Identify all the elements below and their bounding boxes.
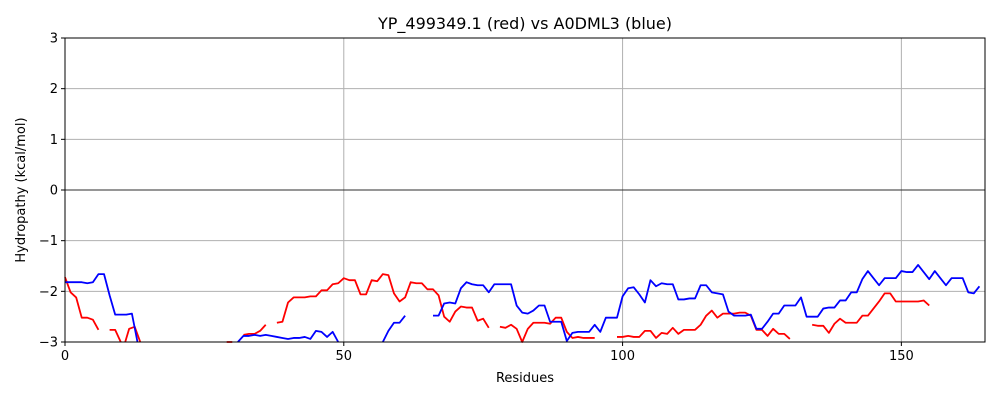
y-tick-label: 1	[50, 133, 58, 148]
x-tick-label: 100	[610, 349, 635, 364]
series-line-segment	[65, 273, 139, 343]
y-tick-label: 2	[50, 82, 58, 97]
y-axis-title: Hydropathy (kcal/mol)	[14, 117, 29, 262]
series-lines	[64, 264, 981, 343]
blue-series	[65, 264, 981, 343]
series-line-segment	[243, 324, 267, 336]
series-line-segment	[617, 309, 791, 340]
series-line-segment	[811, 292, 930, 334]
y-tick-label: 0	[50, 184, 58, 199]
series-line-segment	[433, 264, 981, 342]
series-line-segment	[237, 329, 339, 343]
x-tick-label: 50	[336, 349, 353, 364]
x-axis-title: Residues	[496, 371, 554, 386]
series-line-segment	[64, 276, 100, 331]
x-tick-label: 150	[889, 349, 914, 364]
y-tick-label: −1	[39, 234, 58, 249]
axis-ticks: 0 50 100 150 −3 −2 −1 0 1 2 3	[39, 32, 914, 365]
series-line-segment	[382, 315, 406, 343]
series-line-segment	[499, 316, 595, 343]
y-tick-label: 3	[50, 32, 58, 47]
series-line-segment	[109, 328, 122, 343]
red-series	[64, 273, 930, 343]
y-tick-label: −3	[39, 336, 58, 351]
x-tick-label: 0	[61, 349, 69, 364]
series-line-segment	[124, 325, 142, 343]
y-tick-label: −2	[39, 285, 58, 300]
series-line-segment	[276, 273, 490, 329]
chart-title: YP_499349.1 (red) vs A0DML3 (blue)	[377, 14, 672, 34]
